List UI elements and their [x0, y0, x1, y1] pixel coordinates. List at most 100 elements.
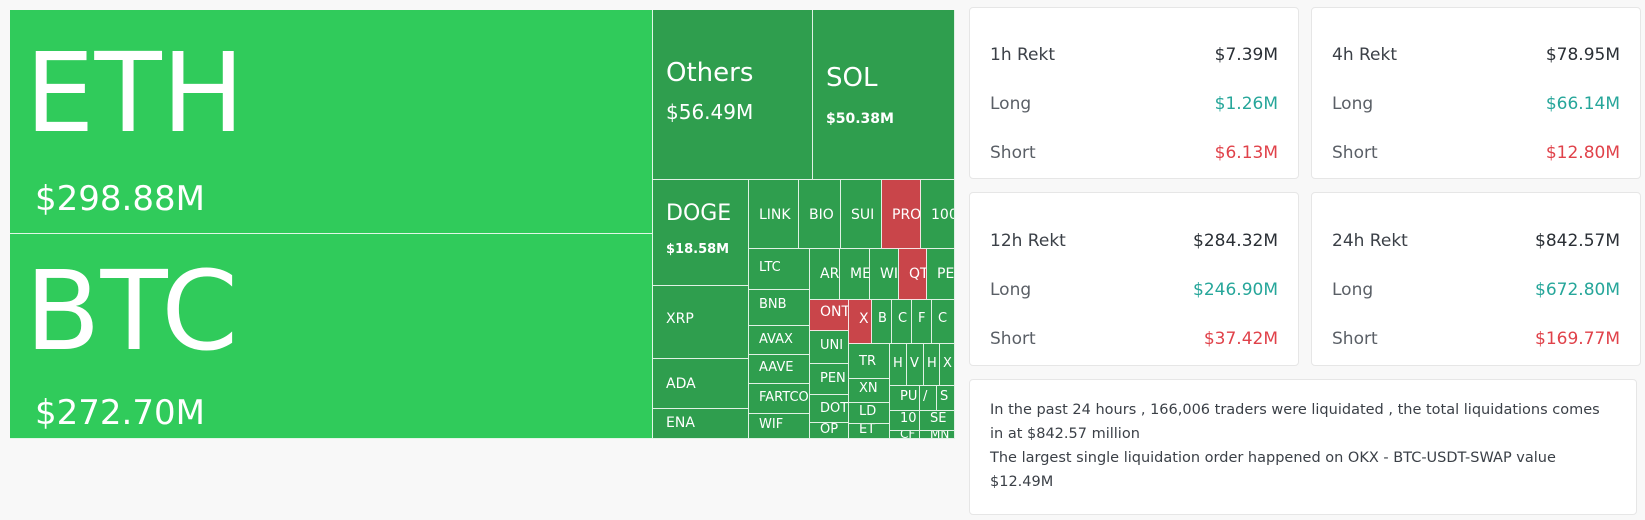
treemap-tile-xn[interactable]: XN — [849, 379, 890, 403]
short-label: Short — [1332, 143, 1378, 163]
short-value: $37.42M — [1203, 329, 1278, 349]
treemap-tile-bio[interactable]: BIO — [799, 180, 841, 249]
treemap-tile-b[interactable]: B — [872, 300, 892, 344]
treemap-tile-se[interactable]: SE — [920, 411, 955, 431]
tile-symbol: PRO — [892, 207, 921, 223]
tile-symbol: AR — [820, 266, 840, 282]
tile-symbol: BTC — [25, 247, 239, 375]
treemap-tile-qt[interactable]: QT — [899, 249, 927, 300]
period-label: 1h Rekt — [990, 45, 1056, 65]
tile-symbol: SUI — [851, 207, 875, 223]
treemap-tile-pen[interactable]: PEN — [810, 364, 849, 395]
tile-symbol: ADA — [666, 376, 696, 392]
short-label: Short — [990, 329, 1036, 349]
tile-symbol: OP — [820, 423, 839, 437]
long-label: Long — [990, 280, 1032, 300]
treemap-tile-uni[interactable]: UNI — [810, 331, 849, 364]
total-value: $7.39M — [1214, 45, 1278, 65]
liquidation-treemap: ETH $298.88M BTC $272.70M Others $56.49M SOL $5… — [10, 10, 955, 439]
treemap-tile-et[interactable]: ET — [849, 424, 890, 439]
tile-symbol: LINK — [759, 207, 791, 223]
treemap-tile-cf[interactable]: CF — [890, 431, 920, 439]
treemap-tile-sui[interactable]: SUI — [841, 180, 882, 249]
treemap-tile-x2[interactable]: X — [940, 344, 955, 386]
treemap-tile-tr[interactable]: TR — [849, 344, 890, 379]
treemap-tile-bnb[interactable]: BNB — [749, 290, 810, 326]
tile-amount: $298.88M — [35, 179, 205, 219]
treemap-tile-pe[interactable]: PE — [927, 249, 955, 300]
treemap-tile-pro[interactable]: PRO — [882, 180, 921, 249]
treemap-tile-avax[interactable]: AVAX — [749, 326, 810, 355]
treemap-tile-doge[interactable]: DOGE $18.58M — [653, 180, 749, 286]
tile-symbol: SE — [930, 411, 947, 426]
long-value: $246.90M — [1193, 280, 1278, 300]
total-value: $842.57M — [1535, 231, 1620, 251]
tile-symbol: UNI — [820, 338, 844, 353]
rekt-card-12h: 12h Rekt $284.32M Long $246.90M Short $37.4… — [969, 192, 1299, 366]
long-value: $66.14M — [1545, 94, 1620, 114]
tile-symbol: PEN — [820, 371, 846, 386]
short-value: $169.77M — [1535, 329, 1620, 349]
tile-symbol: BNB — [759, 297, 787, 312]
treemap-tile-ont[interactable]: ONT — [810, 300, 849, 331]
summary-total-text: In the past 24 hours , 166,006 traders w… — [990, 402, 1600, 442]
treemap-tile-others[interactable]: Others $56.49M — [653, 10, 813, 180]
treemap-tile-me[interactable]: ME — [840, 249, 870, 300]
treemap-tile-op[interactable]: OP — [810, 423, 849, 439]
tile-symbol: ET — [859, 424, 876, 437]
treemap-tile-o[interactable]: C — [932, 300, 955, 344]
tile-amount: $56.49M — [666, 100, 754, 124]
treemap-tile-fartco[interactable]: FARTCO — [749, 384, 810, 414]
tile-symbol: TR — [859, 354, 876, 369]
treemap-tile-t10[interactable]: 10 — [890, 411, 920, 431]
treemap-tile-ena[interactable]: ENA — [653, 409, 749, 439]
long-value: $1.26M — [1214, 94, 1278, 114]
tile-symbol: C — [898, 311, 908, 326]
treemap-tile-wi[interactable]: WI — [870, 249, 899, 300]
tile-symbol: MN — [930, 431, 950, 439]
treemap-tile-ld[interactable]: LD — [849, 403, 890, 424]
period-label: 24h Rekt — [1332, 231, 1408, 251]
treemap-tile-ltc[interactable]: LTC — [749, 249, 810, 290]
treemap-tile-h1[interactable]: H — [890, 344, 907, 386]
tile-symbol: ENA — [666, 415, 695, 431]
tile-symbol: AAVE — [759, 360, 794, 375]
treemap-tile-mn[interactable]: MN — [920, 431, 955, 439]
tile-symbol: AVAX — [759, 332, 793, 347]
treemap-tile-xrp[interactable]: XRP — [653, 286, 749, 359]
treemap-tile-wif[interactable]: WIF — [749, 414, 810, 439]
tile-symbol: ONT — [820, 304, 849, 320]
liquidation-summary: In the past 24 hours , 166,006 traders w… — [969, 379, 1637, 515]
treemap-tile-aave[interactable]: AAVE — [749, 355, 810, 384]
treemap-tile-ar[interactable]: AR — [810, 249, 840, 300]
tile-symbol: ETH — [25, 29, 245, 157]
treemap-tile-ada[interactable]: ADA — [653, 359, 749, 409]
tile-symbol: PU — [900, 389, 918, 404]
total-value: $78.95M — [1545, 45, 1620, 65]
tile-symbol: DOT — [820, 401, 849, 416]
tile-symbol: FARTCO — [759, 390, 809, 405]
treemap-tile-h2[interactable]: H — [924, 344, 940, 386]
short-value: $6.13M — [1214, 143, 1278, 163]
rekt-card-1h: 1h Rekt $7.39M Long $1.26M Short $6.13M — [969, 7, 1299, 179]
short-value: $12.80M — [1545, 143, 1620, 163]
treemap-tile-eth[interactable]: ETH $298.88M — [10, 10, 653, 234]
treemap-tile-f[interactable]: F — [912, 300, 932, 344]
treemap-tile-btc[interactable]: BTC $272.70M — [10, 234, 653, 439]
treemap-tile-s[interactable]: S — [937, 386, 955, 411]
treemap-tile-pu[interactable]: PU — [890, 386, 920, 411]
tile-symbol: XN — [859, 381, 878, 396]
treemap-tile-x[interactable]: X — [849, 300, 872, 344]
tile-symbol: BIO — [809, 207, 834, 223]
tile-symbol: LD — [859, 404, 877, 419]
treemap-tile-sl[interactable]: / — [920, 386, 937, 411]
treemap-tile-c[interactable]: C — [892, 300, 912, 344]
treemap-tile-100[interactable]: 100 — [921, 180, 955, 249]
period-label: 4h Rekt — [1332, 45, 1398, 65]
treemap-tile-link[interactable]: LINK — [749, 180, 799, 249]
treemap-tile-v[interactable]: V — [907, 344, 924, 386]
tile-amount: $50.38M — [826, 111, 894, 127]
treemap-tile-sol[interactable]: SOL $50.38M — [813, 10, 955, 180]
treemap-tile-dot[interactable]: DOT — [810, 395, 849, 423]
tile-amount: $18.58M — [666, 242, 730, 257]
